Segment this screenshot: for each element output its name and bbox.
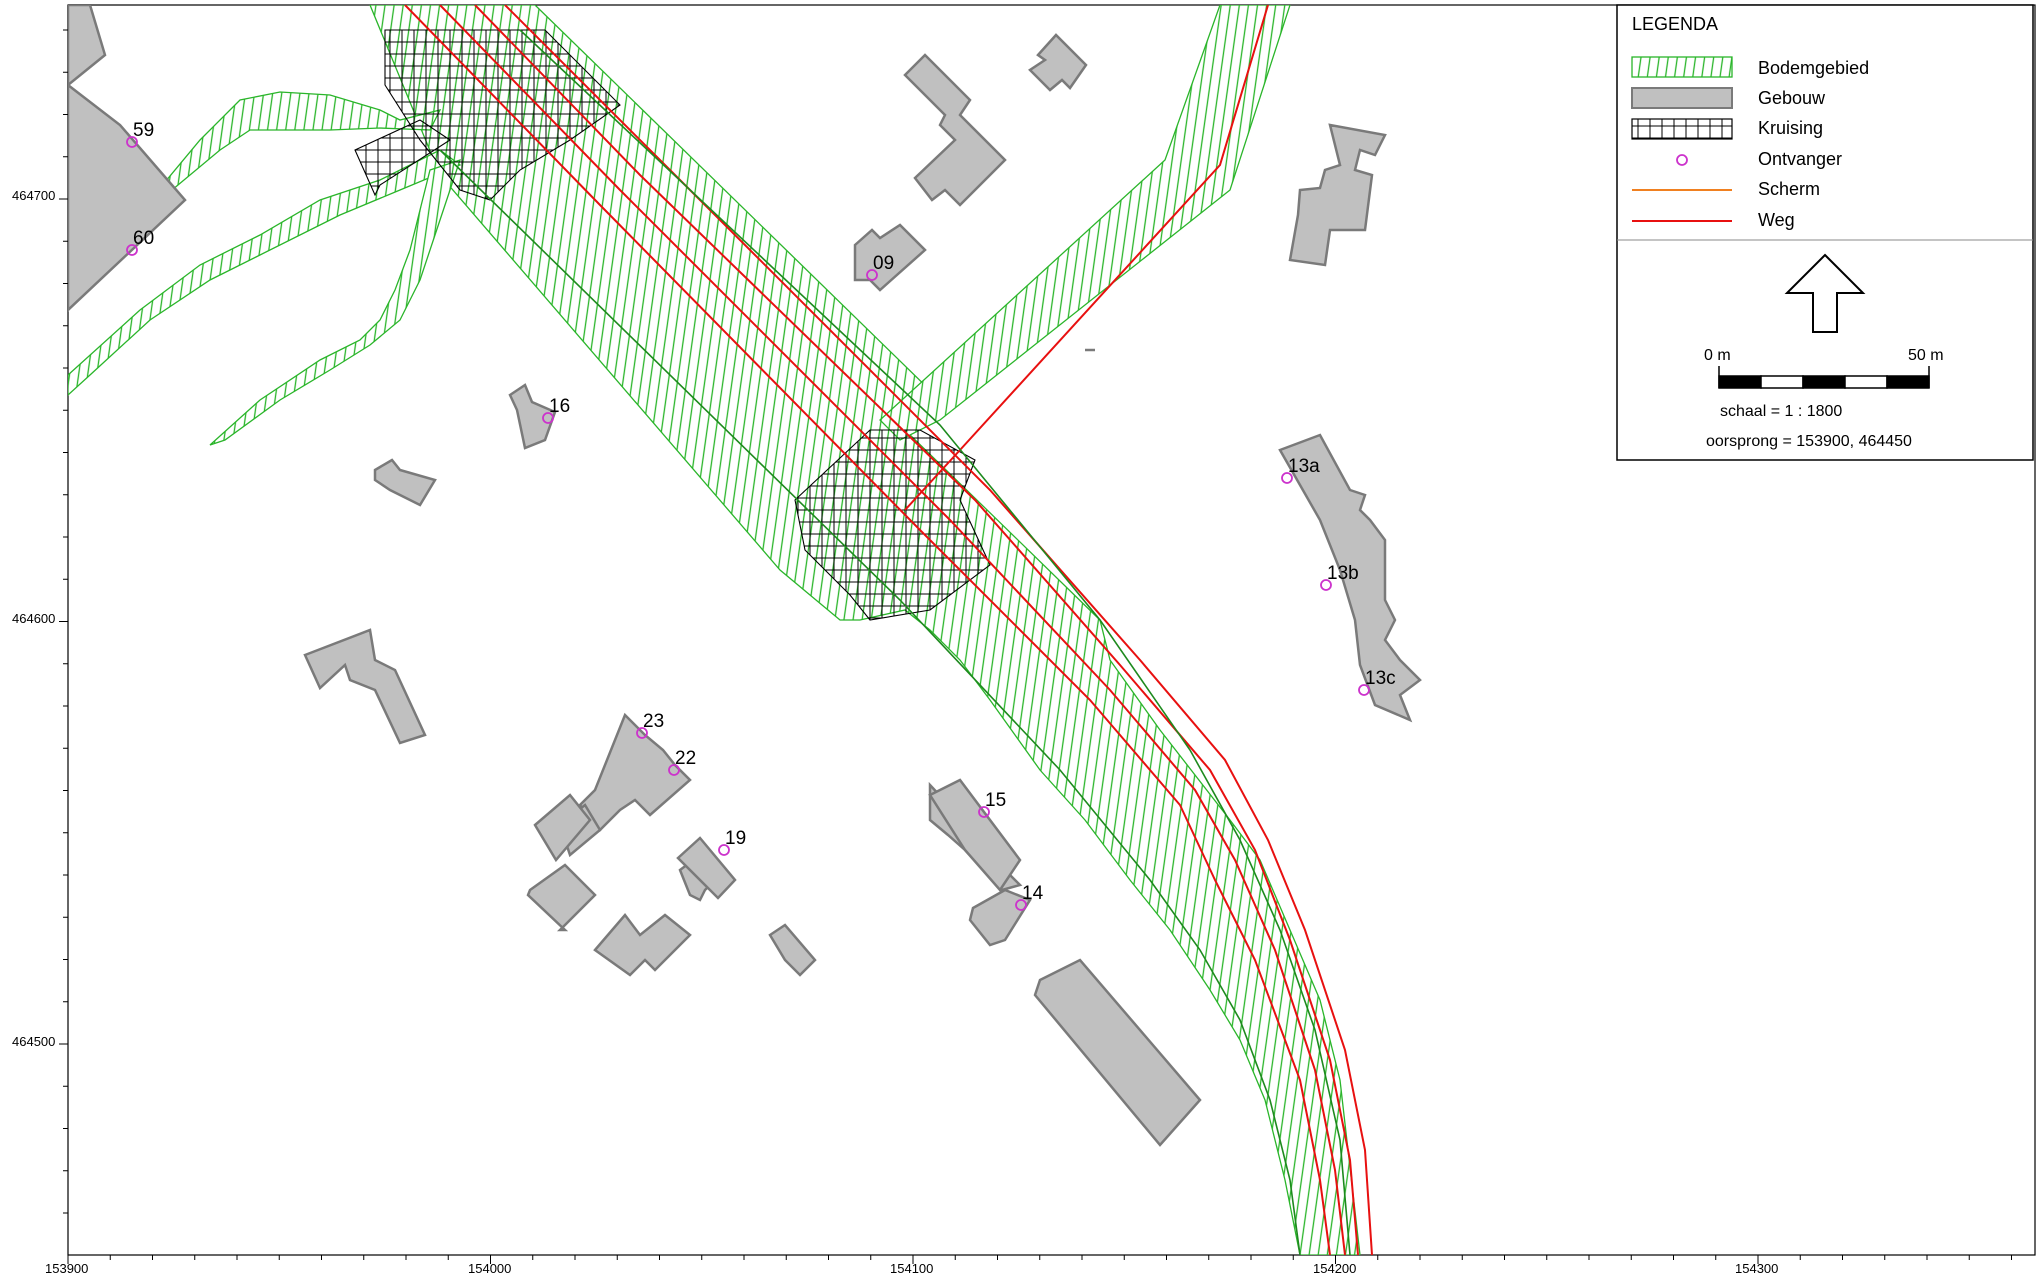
building — [968, 888, 1032, 947]
building — [676, 836, 737, 900]
crossing-west — [354, 119, 452, 197]
scale-text: schaal = 1 : 1800 — [1720, 403, 1842, 420]
receiver-label: 16 — [549, 396, 570, 417]
legend-label-weg: Weg — [1758, 210, 1795, 230]
building — [373, 458, 437, 507]
legend-symbol-kruising — [1631, 118, 1733, 140]
legend-panel: LEGENDA Bodemgebied Gebouw Kruising Ontv… — [1616, 4, 2034, 461]
receiver-label: 09 — [873, 253, 894, 274]
road-line-north — [904, 5, 1269, 511]
legend-label-bodemgebied: Bodemgebied — [1758, 58, 1869, 78]
building — [1288, 123, 1387, 267]
receiver-label: 13b — [1327, 563, 1359, 584]
receiver-marker — [1358, 684, 1370, 696]
y-tick-label: 464600 — [12, 611, 55, 626]
legend-symbol-gebouw — [1631, 87, 1733, 109]
building — [533, 793, 592, 863]
receiver-marker — [1015, 899, 1027, 911]
receiver-label: 23 — [643, 711, 664, 732]
road-edge-1 — [439, 149, 1301, 1255]
axes — [59, 29, 2012, 1264]
building — [1278, 433, 1422, 723]
building — [526, 863, 597, 932]
receiver-marker — [542, 412, 554, 424]
building — [768, 923, 817, 977]
receiver-marker — [636, 727, 648, 739]
receiver-marker — [668, 764, 680, 776]
building — [1028, 33, 1088, 92]
x-tick-label: 154000 — [468, 1261, 511, 1274]
building — [853, 223, 927, 292]
x-tick-label: 153900 — [45, 1261, 88, 1274]
building — [903, 53, 1007, 207]
legend-box — [1616, 4, 2034, 461]
building — [508, 383, 557, 450]
receiver-marker — [866, 269, 878, 281]
receiver-label: 13c — [1365, 668, 1396, 689]
x-tick-label: 154100 — [890, 1261, 933, 1274]
receiver-marker — [126, 136, 138, 148]
receiver-label: 19 — [725, 828, 746, 849]
building — [928, 778, 1022, 893]
legend-title: LEGENDA — [1632, 14, 1718, 34]
building — [303, 628, 427, 745]
origin-text: oorsprong = 153900, 464450 — [1706, 433, 1912, 450]
x-tick-label: 154200 — [1313, 1261, 1356, 1274]
receiver-marker — [718, 844, 730, 856]
road-line-1 — [404, 5, 1331, 1255]
receiver-marker — [978, 806, 990, 818]
road-edge-2 — [519, 29, 1351, 1255]
receiver-marker — [1281, 472, 1293, 484]
crossings — [354, 29, 991, 621]
road-line-3 — [474, 5, 1359, 1255]
building — [578, 712, 692, 832]
legend-label-ontvanger: Ontvanger — [1758, 149, 1842, 169]
road-lines — [404, 5, 1373, 1255]
receiver-label: 14 — [1022, 883, 1044, 904]
legend-symbol-ontvanger — [1676, 154, 1688, 166]
legend-label-scherm: Scherm — [1758, 179, 1820, 199]
y-tick-label: 464500 — [12, 1034, 55, 1049]
receiver-label: 60 — [133, 228, 154, 249]
road-edges — [439, 29, 1351, 1255]
legend-symbol-bodemgebied — [1631, 56, 1733, 78]
scale-bar — [1718, 366, 1930, 389]
building — [68, 83, 187, 312]
receiver-marker — [1320, 579, 1332, 591]
legend-label-gebouw: Gebouw — [1758, 88, 1826, 108]
receiver-label: 22 — [675, 748, 696, 769]
scale-end-label: 50 m — [1908, 347, 1944, 364]
building — [593, 913, 692, 977]
receiver-marker — [126, 244, 138, 256]
x-tick-label: 154300 — [1735, 1261, 1778, 1274]
building — [1033, 958, 1202, 1147]
receivers: 59 60 09 16 13a 13b 13c 23 22 19 15 14 — [126, 120, 1396, 911]
crossing-north — [384, 29, 621, 201]
legend-label-kruising: Kruising — [1758, 118, 1823, 138]
road-line-2 — [439, 5, 1346, 1255]
receiver-label: 15 — [985, 790, 1006, 811]
buildings — [68, 5, 1422, 1147]
receiver-label: 13a — [1288, 456, 1320, 477]
road-line-4 — [504, 5, 1373, 1255]
north-arrow-icon — [1784, 253, 1866, 333]
receiver-label: 59 — [133, 120, 154, 141]
building — [68, 5, 107, 87]
scale-start-label: 0 m — [1704, 347, 1731, 364]
y-tick-label: 464700 — [12, 188, 55, 203]
